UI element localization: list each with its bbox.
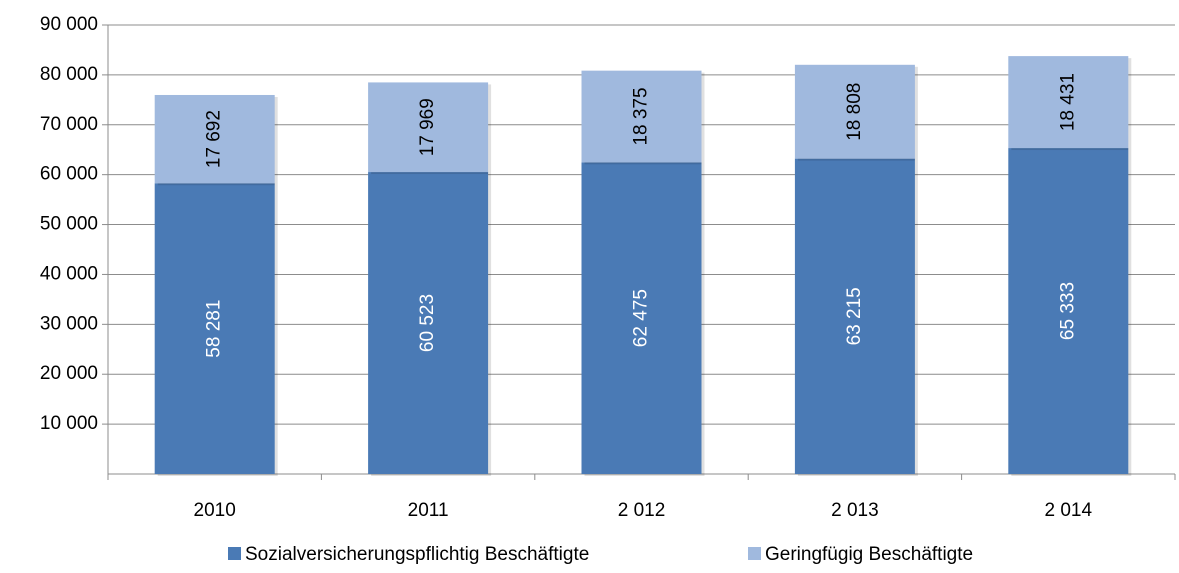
bar xyxy=(154,94,275,184)
bar xyxy=(794,158,915,475)
y-tick-label: 10 000 xyxy=(40,413,98,434)
x-tick-label: 2011 xyxy=(408,500,449,521)
y-tick-label: 40 000 xyxy=(40,263,98,284)
y-tick-label: 20 000 xyxy=(40,363,98,384)
legend-swatch xyxy=(748,547,761,560)
bar xyxy=(368,172,489,474)
x-tick-label: 2 013 xyxy=(831,500,879,521)
legend-label: Sozialversicherungspflichtig Beschäftigt… xyxy=(245,544,589,565)
legend-label: Geringfügig Beschäftigte xyxy=(765,544,973,565)
data-label: 18 808 xyxy=(844,83,865,141)
y-tick-label: 80 000 xyxy=(40,64,98,85)
data-label: 60 523 xyxy=(417,294,438,352)
y-tick-label: 30 000 xyxy=(40,313,98,334)
data-label: 18 431 xyxy=(1057,73,1078,131)
bar xyxy=(368,82,489,173)
legend-swatch xyxy=(228,547,241,560)
data-label: 63 215 xyxy=(844,287,865,345)
data-label: 17 692 xyxy=(204,110,225,168)
bar xyxy=(581,70,702,163)
data-label: 18 375 xyxy=(631,87,652,145)
data-label: 58 281 xyxy=(204,300,225,358)
bar xyxy=(154,183,275,475)
y-tick-label: 70 000 xyxy=(40,114,98,135)
y-tick-label: 50 000 xyxy=(40,214,98,235)
bar xyxy=(1008,56,1129,149)
x-tick-label: 2 014 xyxy=(1045,500,1093,521)
y-tick-label: 60 000 xyxy=(40,164,98,185)
data-label: 17 969 xyxy=(417,98,438,156)
bar xyxy=(794,64,915,159)
data-label: 62 475 xyxy=(631,289,652,347)
bar xyxy=(1008,148,1129,475)
y-tick-label: 90 000 xyxy=(40,14,98,35)
x-tick-label: 2 012 xyxy=(618,500,666,521)
bar xyxy=(581,162,702,475)
data-label: 65 333 xyxy=(1057,282,1078,340)
x-tick-label: 2010 xyxy=(194,500,236,521)
